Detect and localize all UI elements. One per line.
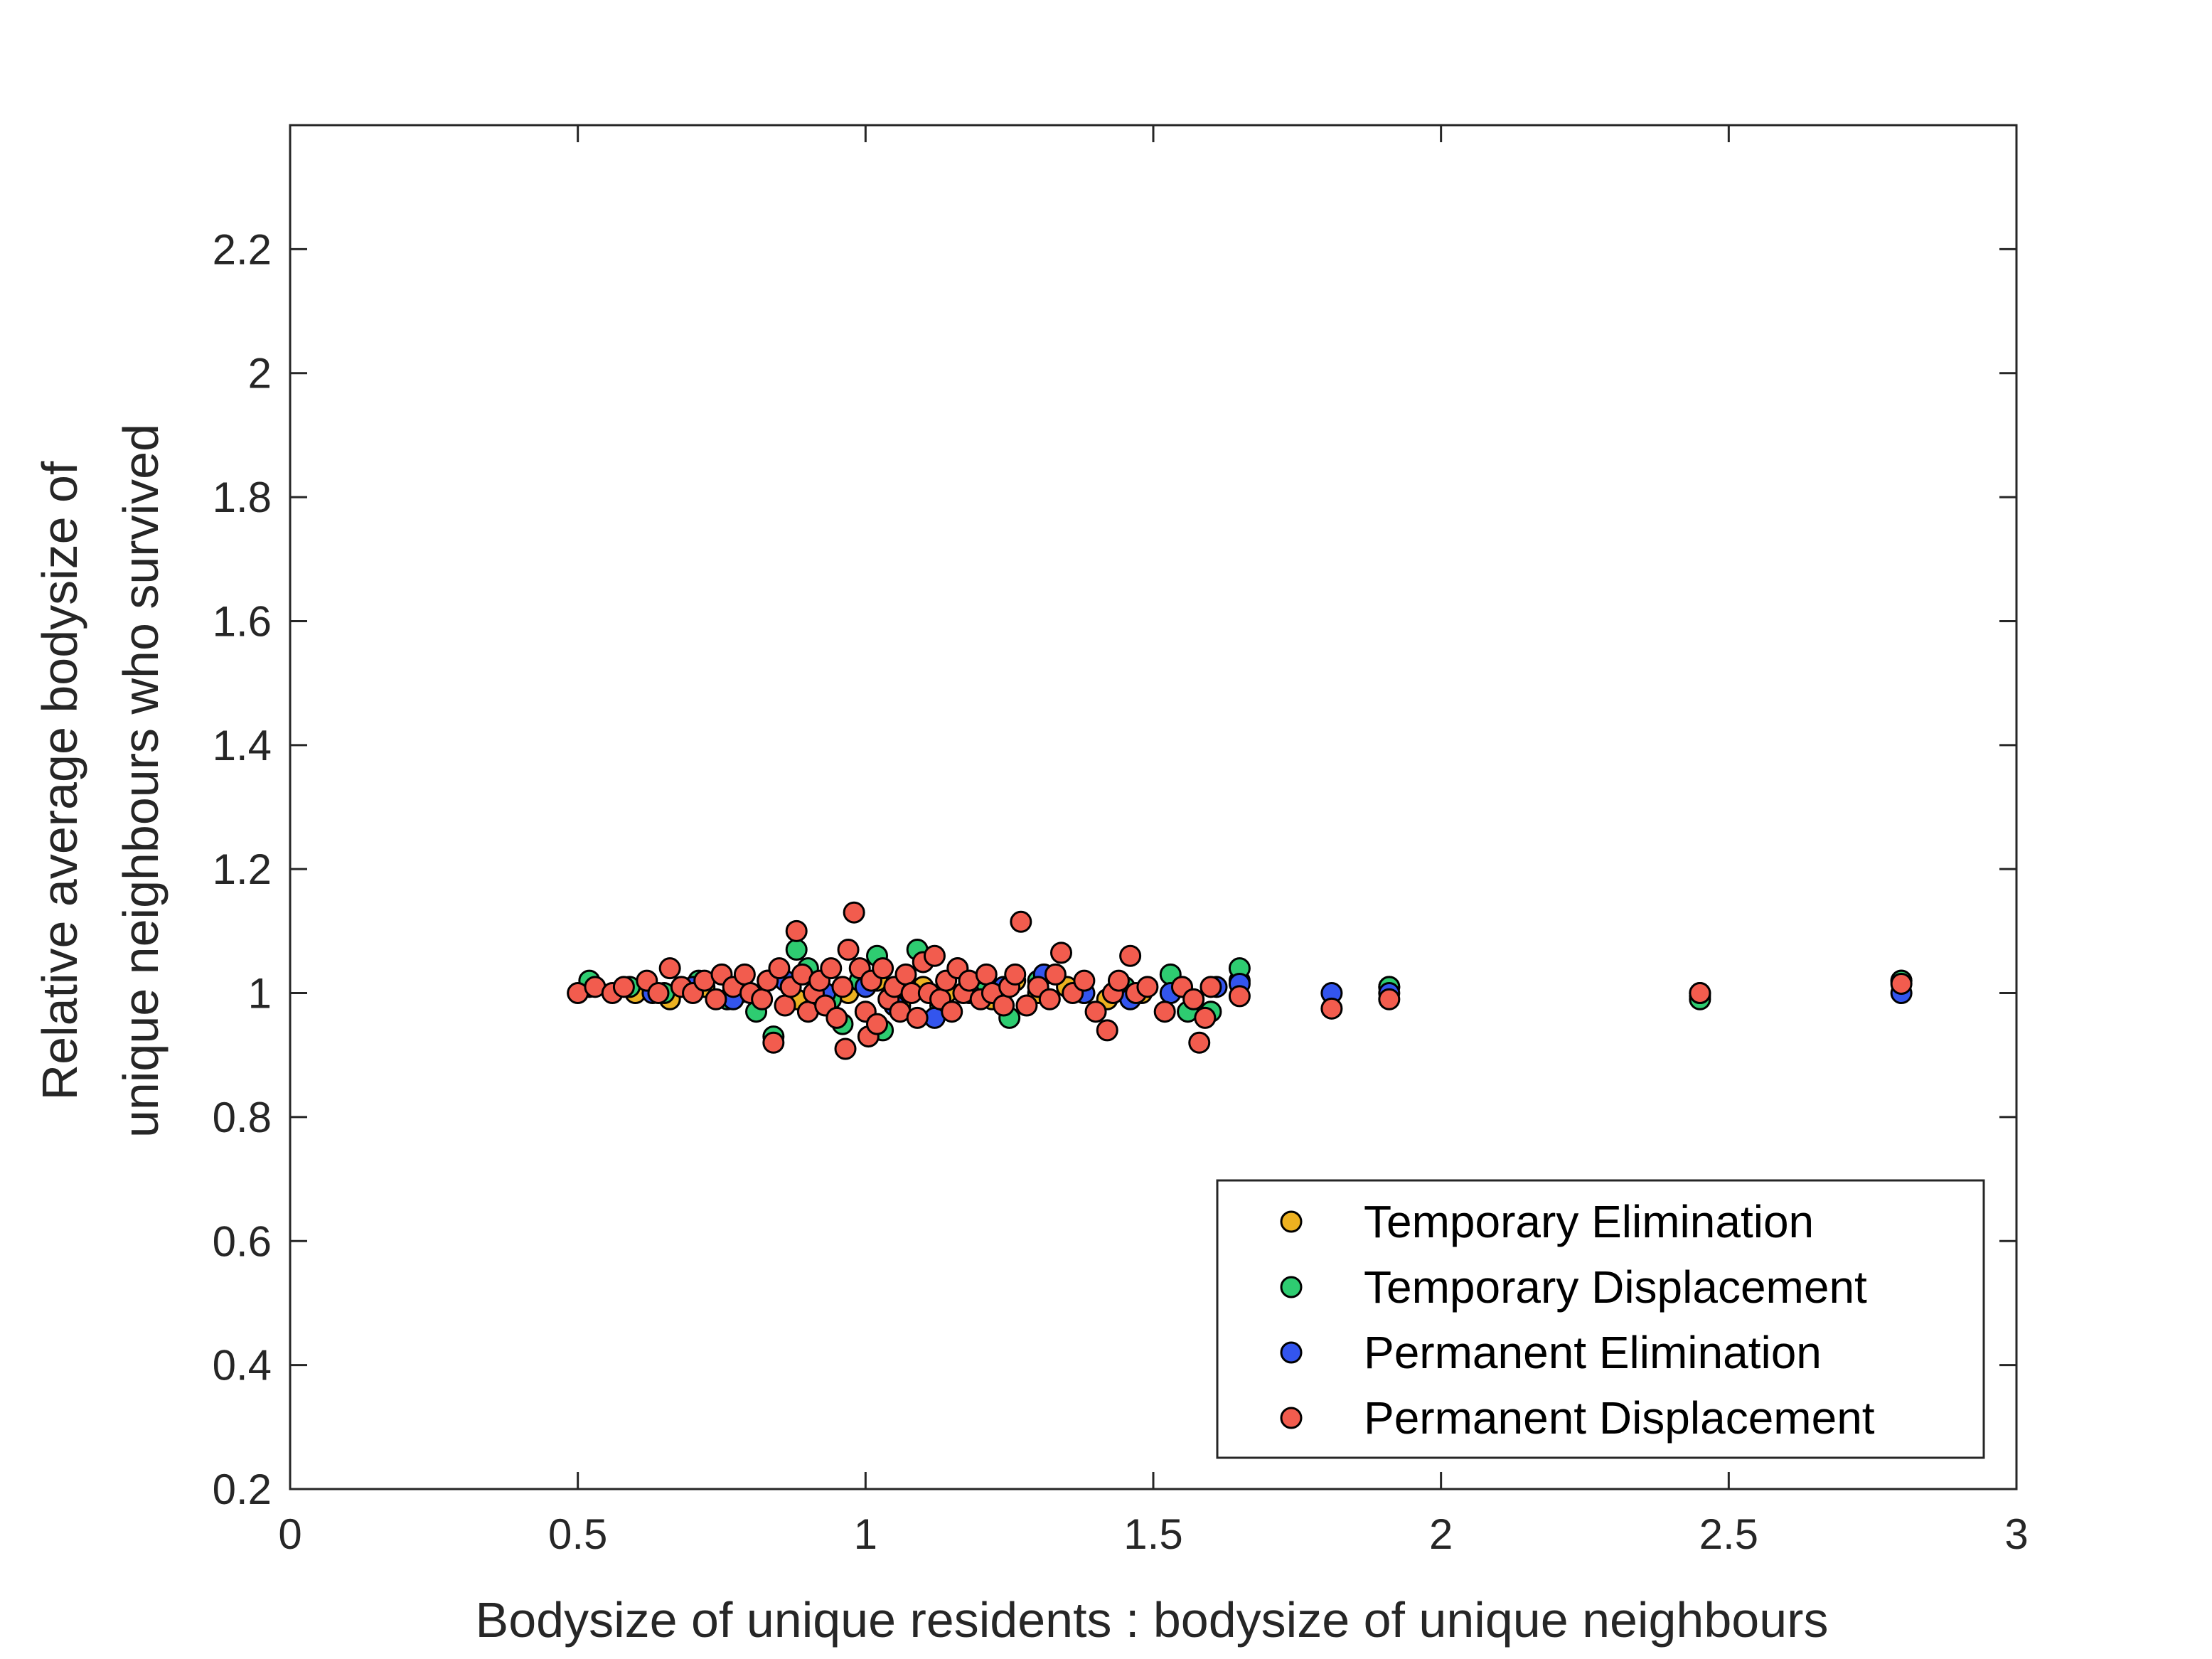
- data-point: [1004, 963, 1027, 986]
- data-point: [733, 963, 756, 986]
- data-point: [1038, 988, 1061, 1010]
- data-point: [1015, 994, 1038, 1017]
- legend-label: Temporary Elimination: [1364, 1196, 1814, 1247]
- legend-label: Temporary Displacement: [1364, 1261, 1867, 1313]
- data-point: [1050, 941, 1073, 964]
- data-point: [831, 976, 854, 998]
- data-point: [872, 957, 894, 980]
- y-tick-label: 2.2: [213, 225, 272, 273]
- legend-marker: [1280, 1407, 1303, 1429]
- x-axis-label: Bodysize of unique residents : bodysize …: [476, 1592, 1829, 1648]
- axes-box: [289, 124, 2018, 1490]
- y-tick-label: 1.6: [213, 597, 272, 645]
- data-point: [1044, 963, 1067, 986]
- data-point: [906, 1006, 929, 1029]
- x-tick-label: 2.5: [1699, 1510, 1758, 1558]
- data-point: [837, 939, 860, 961]
- data-point: [993, 994, 1015, 1017]
- data-point: [826, 1006, 848, 1029]
- x-tick-label: 1.5: [1123, 1510, 1182, 1558]
- x-tick-label: 3: [2004, 1510, 2028, 1558]
- data-point: [1188, 1031, 1211, 1054]
- data-point: [975, 963, 998, 986]
- data-point: [1194, 1006, 1217, 1029]
- tick-group: [289, 125, 2018, 1490]
- legend-marker: [1280, 1210, 1303, 1233]
- data-point: [1136, 976, 1159, 998]
- y-tick-label: 0.4: [213, 1342, 272, 1389]
- y-tick-label: 1.2: [213, 845, 272, 893]
- data-point: [1073, 969, 1096, 992]
- data-point: [1096, 1019, 1118, 1042]
- legend: Temporary Elimination Temporary Displacem…: [1216, 1179, 1985, 1459]
- x-tick-label: 1: [854, 1510, 877, 1558]
- data-point: [1153, 1001, 1176, 1023]
- data-point: [941, 1001, 963, 1023]
- data-point: [1689, 982, 1711, 1005]
- y-tick-label: 2: [248, 350, 272, 398]
- y-tick-label: 0.8: [213, 1094, 272, 1141]
- data-point: [785, 939, 808, 961]
- data-point: [658, 957, 681, 980]
- data-point: [1010, 910, 1032, 933]
- legend-marker: [1280, 1276, 1303, 1298]
- series-4: [567, 901, 1913, 1060]
- legend-label: Permanent Elimination: [1364, 1327, 1822, 1378]
- y-tick-label: 1.4: [213, 722, 272, 769]
- legend-box: [1216, 1179, 1985, 1459]
- data-point: [834, 1037, 857, 1060]
- data-point: [1084, 1001, 1107, 1023]
- data-point: [647, 982, 670, 1005]
- data-point: [705, 988, 727, 1010]
- tick-labels: 0 0.5 1 1.5 2 2.5 3 0.2 0.4 0.6 0.8 1 1.2 1.4 1.6 1.8 2 2…: [213, 225, 2029, 1558]
- data-point: [1107, 969, 1130, 992]
- legend-label: Permanent Displacement: [1364, 1392, 1875, 1444]
- data-point: [1119, 944, 1142, 967]
- y-axis-label-line2: unique neighbours who survived: [113, 424, 169, 1138]
- y-tick-label: 1.8: [213, 474, 272, 521]
- y-tick-label: 0.2: [213, 1466, 272, 1513]
- y-tick-label: 0.6: [213, 1217, 272, 1265]
- data-point: [785, 919, 808, 942]
- data-point: [612, 976, 635, 998]
- data-point: [768, 957, 791, 980]
- data-point: [1320, 997, 1343, 1020]
- data-point: [774, 994, 796, 1017]
- data-point: [1199, 976, 1222, 998]
- data-point: [1182, 988, 1205, 1010]
- x-tick-label: 0: [278, 1510, 301, 1558]
- y-tick-label: 1: [248, 970, 272, 1018]
- data-point: [762, 1031, 785, 1054]
- data-point: [820, 957, 843, 980]
- data-point: [843, 901, 865, 924]
- data-point: [1228, 985, 1251, 1008]
- data-point: [1378, 988, 1401, 1010]
- data-points: [567, 901, 1913, 1060]
- legend-marker: [1280, 1341, 1303, 1364]
- legend-entries: Temporary Elimination Temporary Displacem…: [1280, 1196, 1875, 1444]
- x-tick-label: 0.5: [548, 1510, 607, 1558]
- data-point: [751, 988, 774, 1010]
- data-point: [894, 963, 917, 986]
- data-point: [1890, 972, 1913, 995]
- data-point: [866, 1013, 889, 1035]
- y-axis-label-line1: Relative average bodysize of: [32, 461, 87, 1100]
- data-point: [923, 944, 946, 967]
- x-tick-label: 2: [1429, 1510, 1453, 1558]
